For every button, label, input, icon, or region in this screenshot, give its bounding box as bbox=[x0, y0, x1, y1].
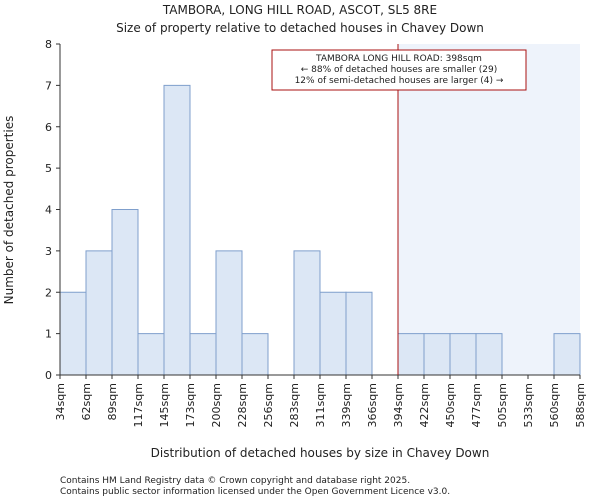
x-tick-label: 117sqm bbox=[132, 383, 145, 427]
y-tick-label: 7 bbox=[45, 79, 52, 92]
y-tick-label: 1 bbox=[45, 328, 52, 341]
bar-173sqm bbox=[189, 333, 217, 376]
x-tick-label: 366sqm bbox=[366, 383, 379, 427]
chart-title: TAMBORA, LONG HILL ROAD, ASCOT, SL5 8RE bbox=[162, 3, 437, 17]
x-tick-label: 283sqm bbox=[288, 383, 301, 427]
bars-group bbox=[59, 84, 581, 376]
bar-422sqm bbox=[423, 333, 451, 376]
annotation-larger: 12% of semi-detached houses are larger (… bbox=[295, 76, 504, 86]
bar-145sqm bbox=[163, 84, 191, 376]
x-tick-label: 62sqm bbox=[80, 383, 93, 420]
y-tick-label: 5 bbox=[45, 162, 52, 175]
x-tick-label: 145sqm bbox=[158, 383, 171, 427]
y-tick-label: 2 bbox=[45, 286, 52, 299]
x-tick-label: 256sqm bbox=[262, 383, 275, 427]
x-tick-label: 311sqm bbox=[314, 383, 327, 427]
x-tick-label: 200sqm bbox=[210, 383, 223, 427]
bar-34sqm bbox=[59, 291, 87, 376]
bar-477sqm bbox=[475, 333, 503, 376]
footer-line-1: Contains HM Land Registry data © Crown c… bbox=[60, 476, 410, 486]
x-tick-label: 34sqm bbox=[54, 383, 67, 420]
annotation-box bbox=[271, 49, 527, 91]
x-tick-label: 422sqm bbox=[418, 383, 431, 427]
x-tick-label: 588sqm bbox=[574, 383, 587, 427]
bar-560sqm bbox=[553, 333, 581, 376]
x-tick-label: 394sqm bbox=[392, 383, 405, 427]
y-tick-label: 4 bbox=[45, 204, 52, 217]
bar-228sqm bbox=[241, 333, 269, 376]
bar-117sqm bbox=[137, 333, 165, 376]
y-tick-label: 3 bbox=[45, 245, 52, 258]
bar-283sqm bbox=[293, 250, 321, 376]
bar-394sqm bbox=[397, 333, 425, 376]
bar-89sqm bbox=[111, 209, 139, 376]
x-tick-label: 89sqm bbox=[106, 383, 119, 420]
y-tick-label: 0 bbox=[45, 369, 52, 382]
x-axis-label: Distribution of detached houses by size … bbox=[151, 446, 490, 460]
x-tick-label: 477sqm bbox=[470, 383, 483, 427]
property-annotation: TAMBORA LONG HILL ROAD: 398sqm ← 88% of … bbox=[271, 49, 527, 91]
x-tick-label: 228sqm bbox=[236, 383, 249, 427]
bar-311sqm bbox=[319, 291, 347, 376]
annotation-title: TAMBORA LONG HILL ROAD: 398sqm bbox=[315, 54, 482, 64]
bar-200sqm bbox=[215, 250, 243, 376]
x-axis: 34sqm 62sqm 89sqm 117sqm 145sqm 173sqm 200sqm 2… bbox=[54, 374, 587, 427]
annotation-smaller: ← 88% of detached houses are smaller (29… bbox=[301, 65, 498, 75]
x-tick-label: 339sqm bbox=[340, 383, 353, 427]
bar-62sqm bbox=[85, 250, 113, 376]
bar-339sqm bbox=[345, 291, 373, 376]
x-tick-label: 533sqm bbox=[522, 383, 535, 427]
y-axis: 0 1 2 3 4 5 6 7 8 bbox=[45, 38, 61, 382]
bar-450sqm bbox=[449, 333, 477, 376]
y-tick-label: 8 bbox=[45, 38, 52, 51]
x-tick-label: 505sqm bbox=[496, 383, 509, 427]
x-tick-label: 173sqm bbox=[184, 383, 197, 427]
y-axis-label: Number of detached properties bbox=[2, 116, 16, 305]
y-tick-label: 6 bbox=[45, 121, 52, 134]
x-tick-label: 560sqm bbox=[548, 383, 561, 427]
chart-subtitle: Size of property relative to detached ho… bbox=[116, 21, 484, 35]
footer-line-2: Contains public sector information licen… bbox=[60, 487, 450, 497]
x-tick-label: 450sqm bbox=[444, 383, 457, 427]
larger-than-property-region bbox=[398, 44, 580, 375]
